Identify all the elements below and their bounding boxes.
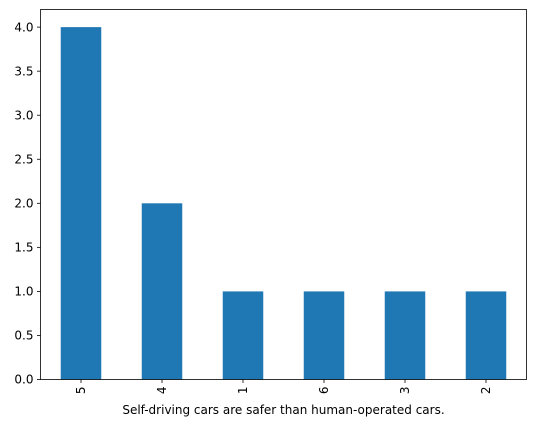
bar-5 <box>60 27 102 380</box>
y-tick-label: 2.0 <box>14 197 33 211</box>
bar-4 <box>141 203 183 380</box>
y-tick-label: 3.5 <box>14 64 33 78</box>
bar-3 <box>384 291 426 380</box>
y-tick-label: 2.5 <box>14 152 33 166</box>
y-tick-label: 1.0 <box>14 285 33 299</box>
bar-6 <box>303 291 345 380</box>
y-tick-label: 0.5 <box>14 329 33 343</box>
x-tick-label: 2 <box>479 387 493 395</box>
x-axis-label: Self-driving cars are safer than human-o… <box>122 403 444 417</box>
x-tick-label: 5 <box>74 387 88 395</box>
x-tick-label: 1 <box>236 387 250 395</box>
bars <box>60 27 507 380</box>
x-tick-label: 3 <box>398 387 412 395</box>
plot-area <box>40 9 527 380</box>
x-tick-label: 4 <box>155 387 169 395</box>
bar-1 <box>222 291 264 380</box>
y-axis: 0.0 0.5 1.0 1.5 2.0 2.5 3.0 3.5 4.0 <box>14 20 41 387</box>
axes-frame <box>40 9 527 380</box>
bar-2 <box>465 291 507 380</box>
x-tick-label: 6 <box>317 387 331 395</box>
y-tick-label: 4.0 <box>14 20 33 34</box>
y-tick-label: 1.5 <box>14 241 33 255</box>
x-axis: 5 4 1 6 3 2 <box>74 379 493 395</box>
y-tick-label: 0.0 <box>14 373 33 387</box>
y-tick-label: 3.0 <box>14 108 33 122</box>
